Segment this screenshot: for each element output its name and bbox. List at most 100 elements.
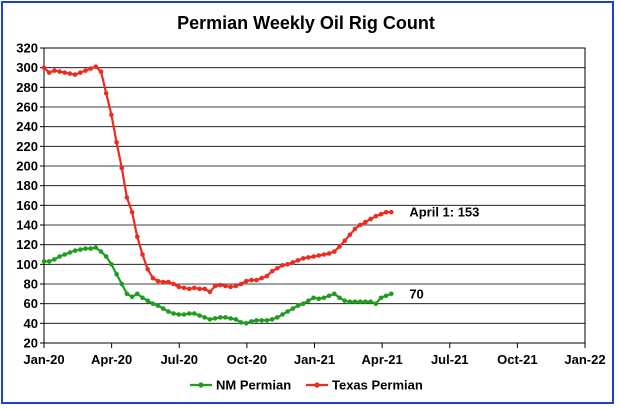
- nm-permian-point: [275, 315, 280, 320]
- nm-permian-point: [228, 316, 233, 321]
- texas-permian-point: [103, 90, 109, 96]
- texas-permian-point: [332, 249, 337, 254]
- texas-permian-point: [264, 273, 270, 279]
- texas-permian-point: [145, 267, 150, 272]
- nm-permian-point: [238, 320, 244, 325]
- texas-permian-point: [46, 70, 52, 75]
- texas-permian-point: [368, 216, 373, 222]
- y-tick-label: 40: [24, 316, 38, 331]
- nm-permian-point: [150, 301, 156, 307]
- texas-permian-point: [207, 289, 213, 295]
- texas-permian-point: [109, 112, 114, 118]
- texas-permian-point: [306, 255, 311, 260]
- nm-permian-point: [280, 312, 285, 317]
- texas-permian-point: [300, 256, 306, 261]
- nm-permian-point: [378, 295, 384, 301]
- texas-permian-point: [62, 70, 67, 75]
- texas-permian-point: [269, 268, 275, 274]
- texas-permian-point: [321, 252, 327, 257]
- nm-permian-point: [197, 313, 202, 318]
- nm-permian-point: [218, 315, 223, 320]
- nm-permian-point: [78, 247, 83, 252]
- nm-permian-point: [46, 259, 52, 264]
- texas-permian-point: [238, 281, 244, 287]
- texas-permian-point: [78, 70, 83, 75]
- nm-permian-point: [311, 295, 316, 301]
- texas-permian-point: [326, 251, 332, 256]
- nm-permian-legend-label: NM Permian: [216, 378, 291, 393]
- texas-permian-point: [347, 232, 353, 238]
- y-tick-label: 140: [16, 218, 38, 233]
- nm-permian-point: [337, 295, 342, 301]
- legend: NM Permian Texas Permian: [190, 378, 423, 393]
- nm-permian-point: [223, 315, 228, 320]
- nm-permian-point: [181, 312, 187, 317]
- texas-permian-point: [119, 165, 125, 171]
- texas-permian-point: [228, 284, 233, 290]
- y-tick-label: 320: [16, 41, 38, 56]
- texas-permian-point: [67, 71, 73, 76]
- y-tick-label: 300: [16, 60, 38, 75]
- nm-permian-point: [202, 315, 207, 320]
- nm-permian-point: [368, 299, 373, 305]
- nm-permian-point: [129, 294, 135, 300]
- texas-permian-point: [135, 234, 140, 240]
- nm-permian-point: [269, 317, 275, 322]
- y-axis-ticks: 20 40 60 80 100 120 140 160 180 200 220 240 260 280 30…: [16, 41, 44, 351]
- texas-permian-point: [186, 286, 192, 292]
- x-tick-label: Jul-21: [431, 352, 469, 367]
- texas-permian-point: [373, 213, 379, 219]
- nm-permian-point: [326, 293, 332, 299]
- texas-permian-point: [171, 281, 176, 287]
- nm-permian-point: [114, 271, 119, 277]
- texas-permian-point: [192, 285, 197, 291]
- nm-permian-point: [52, 257, 57, 262]
- x-tick-label: Jan-22: [564, 352, 605, 367]
- y-tick-label: 80: [24, 277, 38, 292]
- y-tick-label: 260: [16, 100, 38, 115]
- texas-permian-point: [150, 275, 156, 281]
- nm-permian-point: [306, 298, 311, 304]
- x-tick-label: Oct-20: [227, 352, 267, 367]
- nm-permian-point: [98, 249, 104, 254]
- nm-permian-point: [332, 291, 337, 297]
- texas-permian-point: [176, 284, 182, 290]
- nm-permian-point: [259, 318, 265, 323]
- x-tick-label: Apr-21: [362, 352, 403, 367]
- nm-permian-point: [186, 311, 192, 316]
- texas-permian-point: [352, 226, 358, 232]
- nm-permian-point: [124, 291, 130, 297]
- nm-permian-point: [352, 299, 358, 305]
- texas-permian-point: [160, 279, 166, 285]
- nm-annotation: 70: [409, 286, 423, 301]
- y-tick-label: 280: [16, 80, 38, 95]
- texas-permian-point: [197, 286, 202, 292]
- texas-permian-line: [43, 65, 392, 294]
- nm-permian-point: [373, 301, 379, 307]
- texas-permian-legend-marker: [314, 382, 320, 388]
- texas-permian-point: [52, 68, 57, 73]
- series-lines: [41, 64, 394, 326]
- nm-permian-point: [383, 293, 389, 299]
- texas-permian-point: [389, 209, 394, 215]
- texas-permian-point: [218, 282, 223, 288]
- texas-permian-point: [254, 277, 259, 283]
- nm-permian-point: [233, 317, 239, 322]
- y-tick-label: 200: [16, 159, 38, 174]
- nm-permian-point: [176, 312, 182, 317]
- texas-permian-point: [383, 209, 389, 215]
- texas-permian-point: [124, 195, 130, 200]
- texas-permian-point: [129, 209, 135, 215]
- nm-permian-point: [212, 316, 218, 321]
- texas-annotation: April 1: 153: [409, 205, 479, 220]
- y-tick-label: 180: [16, 178, 38, 193]
- x-tick-label: Jan-20: [23, 352, 64, 367]
- texas-permian-point: [378, 211, 384, 217]
- texas-permian-point: [316, 253, 322, 258]
- nm-permian-point: [93, 245, 99, 250]
- nm-permian-point: [363, 299, 368, 305]
- nm-permian-point: [119, 281, 125, 287]
- x-tick-label: Oct-21: [497, 352, 537, 367]
- texas-permian-point: [342, 238, 348, 243]
- chart-frame: [1, 1, 614, 404]
